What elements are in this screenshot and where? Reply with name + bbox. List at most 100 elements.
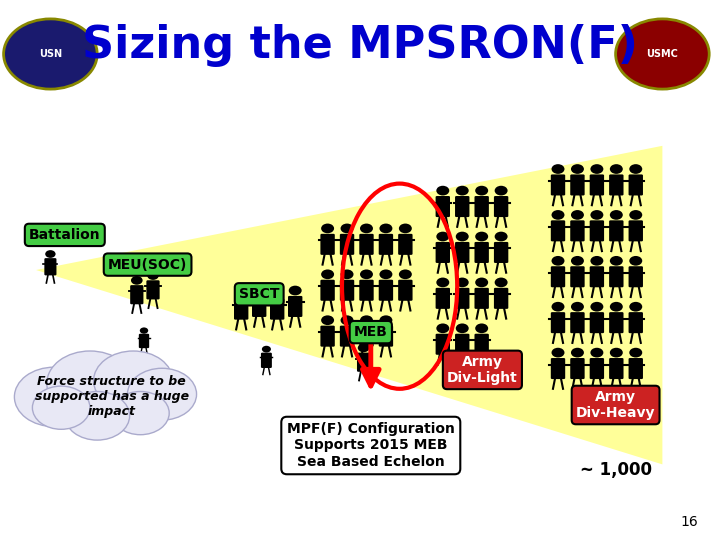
Text: MEB: MEB xyxy=(354,325,388,339)
Circle shape xyxy=(45,250,55,258)
FancyBboxPatch shape xyxy=(570,220,585,241)
Circle shape xyxy=(629,302,642,312)
FancyBboxPatch shape xyxy=(270,299,284,320)
Circle shape xyxy=(552,256,564,266)
FancyBboxPatch shape xyxy=(455,288,469,309)
Circle shape xyxy=(321,315,334,325)
Circle shape xyxy=(552,164,564,174)
FancyBboxPatch shape xyxy=(551,358,565,379)
Circle shape xyxy=(456,232,469,241)
FancyBboxPatch shape xyxy=(357,353,370,372)
FancyBboxPatch shape xyxy=(474,242,489,263)
Circle shape xyxy=(610,348,623,357)
FancyBboxPatch shape xyxy=(590,358,604,379)
Circle shape xyxy=(436,278,449,287)
Text: USN: USN xyxy=(39,49,62,59)
Circle shape xyxy=(358,343,369,352)
FancyBboxPatch shape xyxy=(551,174,565,195)
FancyBboxPatch shape xyxy=(609,220,624,241)
Circle shape xyxy=(341,269,354,279)
FancyBboxPatch shape xyxy=(494,196,508,217)
FancyBboxPatch shape xyxy=(590,312,604,333)
FancyBboxPatch shape xyxy=(139,334,149,348)
Text: Sizing the MPSRON(F): Sizing the MPSRON(F) xyxy=(82,24,638,68)
Circle shape xyxy=(262,346,271,353)
Circle shape xyxy=(590,210,603,220)
Text: USMC: USMC xyxy=(647,49,678,59)
FancyBboxPatch shape xyxy=(629,220,643,241)
Text: ~ 1,000: ~ 1,000 xyxy=(580,461,652,479)
FancyBboxPatch shape xyxy=(590,220,604,241)
FancyBboxPatch shape xyxy=(455,242,469,263)
FancyBboxPatch shape xyxy=(590,266,604,287)
FancyBboxPatch shape xyxy=(629,312,643,333)
Circle shape xyxy=(475,232,488,241)
Circle shape xyxy=(495,186,508,195)
FancyBboxPatch shape xyxy=(379,326,393,347)
Circle shape xyxy=(475,186,488,195)
Circle shape xyxy=(571,210,584,220)
Circle shape xyxy=(360,224,373,233)
FancyBboxPatch shape xyxy=(629,174,643,195)
Circle shape xyxy=(127,368,197,420)
Circle shape xyxy=(629,210,642,220)
Circle shape xyxy=(360,315,373,325)
Circle shape xyxy=(629,164,642,174)
Circle shape xyxy=(629,348,642,357)
Circle shape xyxy=(571,348,584,357)
Circle shape xyxy=(321,269,334,279)
Circle shape xyxy=(253,286,266,295)
FancyBboxPatch shape xyxy=(455,196,469,217)
FancyBboxPatch shape xyxy=(359,280,374,301)
Circle shape xyxy=(610,210,623,220)
Text: Army
Div-Light: Army Div-Light xyxy=(447,355,518,385)
FancyBboxPatch shape xyxy=(340,280,354,301)
Circle shape xyxy=(140,327,148,334)
FancyBboxPatch shape xyxy=(320,234,335,255)
Text: Force structure to be
supported has a huge
impact: Force structure to be supported has a hu… xyxy=(35,375,189,418)
FancyBboxPatch shape xyxy=(130,285,143,305)
Circle shape xyxy=(4,19,97,89)
FancyBboxPatch shape xyxy=(570,266,585,287)
Text: SBCT: SBCT xyxy=(239,287,279,301)
Text: Army
Div-Heavy: Army Div-Heavy xyxy=(576,390,655,420)
Circle shape xyxy=(552,210,564,220)
Circle shape xyxy=(552,302,564,312)
FancyBboxPatch shape xyxy=(398,280,413,301)
Circle shape xyxy=(436,323,449,333)
FancyBboxPatch shape xyxy=(629,358,643,379)
Circle shape xyxy=(399,269,412,279)
Circle shape xyxy=(475,278,488,287)
Circle shape xyxy=(360,269,373,279)
FancyBboxPatch shape xyxy=(609,358,624,379)
Circle shape xyxy=(436,232,449,241)
Circle shape xyxy=(341,224,354,233)
FancyBboxPatch shape xyxy=(261,353,272,368)
Circle shape xyxy=(289,286,302,295)
FancyBboxPatch shape xyxy=(436,334,450,355)
FancyBboxPatch shape xyxy=(234,299,248,320)
Circle shape xyxy=(610,256,623,266)
Circle shape xyxy=(571,164,584,174)
FancyBboxPatch shape xyxy=(379,234,393,255)
FancyBboxPatch shape xyxy=(494,288,508,309)
FancyBboxPatch shape xyxy=(570,174,585,195)
FancyBboxPatch shape xyxy=(288,296,302,317)
Circle shape xyxy=(94,351,173,410)
FancyBboxPatch shape xyxy=(359,326,374,347)
FancyBboxPatch shape xyxy=(474,288,489,309)
FancyBboxPatch shape xyxy=(45,258,56,275)
Circle shape xyxy=(379,269,392,279)
FancyBboxPatch shape xyxy=(340,326,354,347)
Circle shape xyxy=(610,302,623,312)
Circle shape xyxy=(14,367,94,427)
FancyBboxPatch shape xyxy=(320,280,335,301)
FancyBboxPatch shape xyxy=(590,174,604,195)
Circle shape xyxy=(47,351,133,416)
Circle shape xyxy=(399,224,412,233)
Text: MEU(SOC): MEU(SOC) xyxy=(108,258,187,272)
Circle shape xyxy=(379,315,392,325)
FancyBboxPatch shape xyxy=(629,266,643,287)
Circle shape xyxy=(235,288,248,298)
Circle shape xyxy=(32,386,90,429)
